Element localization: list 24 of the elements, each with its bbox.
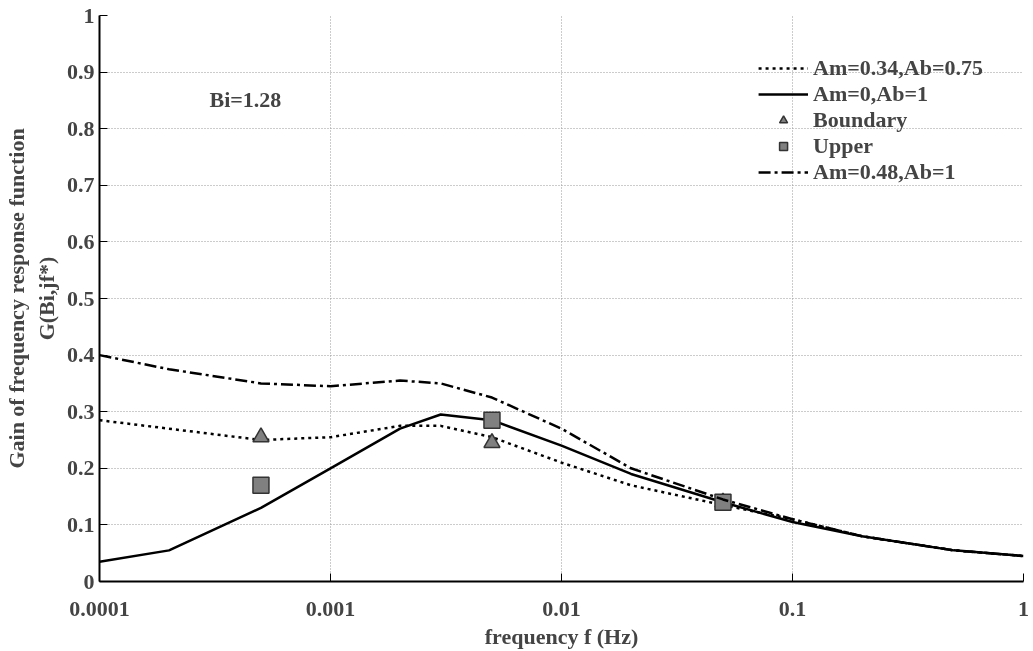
x-axis-title: frequency f (Hz) xyxy=(484,623,639,649)
y-tick-label: 0 xyxy=(83,568,95,594)
y-tick-label: 0.2 xyxy=(67,455,95,481)
x-tick-label: 0.001 xyxy=(305,595,356,621)
y-tick-label: 1 xyxy=(83,2,95,28)
y-tick-label: 0.7 xyxy=(67,172,95,198)
x-tick-label: 1 xyxy=(1018,595,1029,621)
legend-label: Am=0.48,Ab=1 xyxy=(813,159,956,185)
legend-label: Upper xyxy=(813,133,873,159)
annotation: Bi=1.28 xyxy=(209,86,282,112)
y-tick-label: 0.9 xyxy=(67,59,95,85)
legend-label: Am=0,Ab=1 xyxy=(813,81,928,107)
y-tick-label: 0.5 xyxy=(67,285,95,311)
y-tick-label: 0.1 xyxy=(67,511,95,537)
y-tick-label: 0.8 xyxy=(67,115,95,141)
y-tick-label: 0.4 xyxy=(67,342,95,368)
y-axis-title: Gain of frequency response function G(Bi,jf*) xyxy=(4,128,59,469)
x-tick-label: 0.0001 xyxy=(69,595,130,621)
legend-label: Am=0.34,Ab=0.75 xyxy=(813,55,983,81)
x-tick-label: 0.1 xyxy=(778,595,807,621)
x-tick-label: 0.01 xyxy=(542,595,581,621)
legend-label: Boundary xyxy=(813,107,908,133)
y-tick-label: 0.6 xyxy=(67,228,95,254)
y-tick-label: 0.3 xyxy=(67,398,95,424)
